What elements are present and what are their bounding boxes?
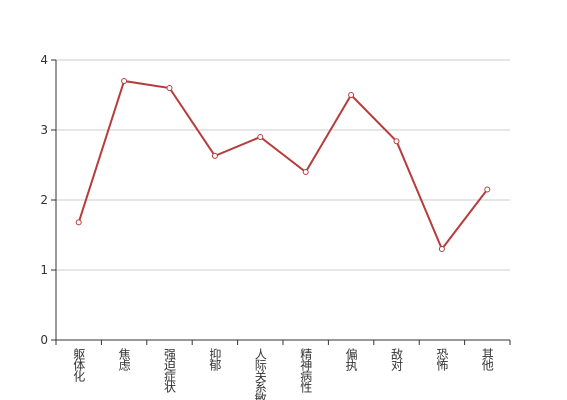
line [77, 79, 489, 251]
point [166, 85, 173, 91]
point [257, 134, 264, 140]
x-tick-label: 敌对 [390, 347, 404, 371]
x-tick-label: 强迫症状 [163, 348, 177, 393]
y-tick-label: 0 [40, 333, 48, 347]
y-tick-label: 2 [40, 193, 48, 207]
point [348, 92, 355, 98]
x-tick-label: 精神病性 [299, 348, 313, 394]
y-tick-label: 4 [40, 53, 48, 67]
point [211, 152, 218, 159]
x-tick-label: 焦虑 [117, 348, 131, 371]
point [302, 169, 309, 175]
point [484, 186, 491, 193]
y-tick-label: 3 [40, 123, 48, 137]
point [393, 138, 400, 145]
x-tick-label: 恐怖 [435, 348, 449, 371]
x-tick-label: 抑郁 [208, 347, 222, 372]
x-tick-label: 躯体化 [72, 347, 86, 383]
y-tick-label: 1 [40, 263, 48, 277]
x-tick-label: 偏执 [344, 347, 358, 372]
point [438, 246, 445, 252]
x-tick-label: 人际关系敏感 [253, 348, 267, 400]
point [121, 78, 128, 84]
x-tick-label: 其他 [480, 348, 494, 371]
point [75, 219, 82, 226]
